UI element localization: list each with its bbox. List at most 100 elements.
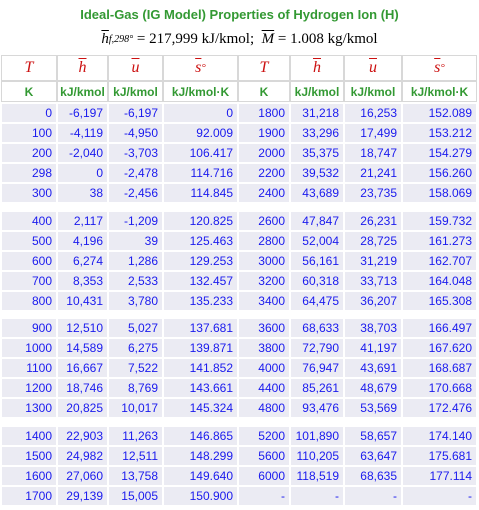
- symbol-header: s °: [402, 55, 477, 81]
- data-cell: 43,689: [290, 183, 344, 203]
- data-cell: 174.140: [402, 425, 477, 446]
- data-cell: 2400: [238, 183, 290, 203]
- data-cell: 4800: [238, 398, 290, 418]
- data-cell: 12,510: [57, 318, 108, 338]
- data-cell: -2,456: [108, 183, 163, 203]
- symbol-sup: °: [201, 62, 206, 74]
- data-cell: 15,005: [108, 485, 163, 506]
- data-cell: 177.114: [402, 465, 477, 486]
- data-cell: 5,027: [108, 318, 163, 338]
- data-cell: 63,647: [344, 445, 402, 466]
- symbol-header: h: [290, 55, 344, 81]
- data-cell: 1500: [1, 445, 57, 466]
- data-cell: -3,703: [108, 143, 163, 163]
- data-cell: 162.707: [402, 250, 477, 271]
- symbol-header: h: [57, 55, 108, 81]
- data-cell: 129.253: [163, 250, 238, 271]
- data-cell: 2,117: [57, 210, 108, 231]
- data-cell: 165.308: [402, 290, 477, 311]
- data-cell: 1000: [1, 338, 57, 358]
- data-cell: 31,218: [290, 103, 344, 123]
- data-cell: 0: [57, 163, 108, 183]
- symbol: h: [313, 59, 321, 76]
- data-cell: 2600: [238, 210, 290, 231]
- data-cell: 27,060: [57, 465, 108, 486]
- data-cell: -: [238, 485, 290, 506]
- data-cell: 92.009: [163, 123, 238, 143]
- data-cell: 800: [1, 290, 57, 311]
- data-cell: 11,263: [108, 425, 163, 446]
- data-cell: 114.845: [163, 183, 238, 203]
- data-cell: 1700: [1, 485, 57, 506]
- symbol: h: [78, 59, 87, 76]
- data-cell: 125.463: [163, 230, 238, 251]
- data-cell: 3,780: [108, 290, 163, 311]
- data-cell: 4000: [238, 358, 290, 378]
- data-cell: -6,197: [108, 103, 163, 123]
- data-cell: 28,725: [344, 230, 402, 251]
- data-cell: 21,241: [344, 163, 402, 183]
- data-cell: 114.716: [163, 163, 238, 183]
- symbol-header: u: [108, 55, 163, 81]
- data-cell: 39,532: [290, 163, 344, 183]
- data-cell: 72,790: [290, 338, 344, 358]
- data-cell: 4,196: [57, 230, 108, 251]
- data-cell: 2000: [238, 143, 290, 163]
- data-cell: 300: [1, 183, 57, 203]
- data-cell: 161.273: [402, 230, 477, 251]
- data-cell: 298: [1, 163, 57, 183]
- data-cell: 3200: [238, 270, 290, 291]
- data-cell: 60,318: [290, 270, 344, 291]
- data-cell: 139.871: [163, 338, 238, 358]
- unit-header: kJ/kmol: [108, 81, 163, 102]
- symbol-sup: °: [440, 62, 445, 74]
- data-cell: 600: [1, 250, 57, 271]
- data-cell: 2200: [238, 163, 290, 183]
- data-cell: 48,679: [344, 378, 402, 398]
- data-cell: 154.279: [402, 143, 477, 163]
- data-cell: 41,197: [344, 338, 402, 358]
- data-cell: -6,197: [57, 103, 108, 123]
- data-cell: 110,205: [290, 445, 344, 466]
- data-cell: 31,219: [344, 250, 402, 271]
- data-cell: 8,353: [57, 270, 108, 291]
- data-cell: 33,296: [290, 123, 344, 143]
- data-cell: 1800: [238, 103, 290, 123]
- unit-header: K: [1, 81, 57, 102]
- data-cell: 3000: [238, 250, 290, 271]
- data-cell: 24,982: [57, 445, 108, 466]
- formula-text: = 217,999 kJ/kmol;: [136, 30, 255, 47]
- data-cell: 20,825: [57, 398, 108, 418]
- data-cell: 100: [1, 123, 57, 143]
- data-cell: 35,375: [290, 143, 344, 163]
- data-cell: 58,657: [344, 425, 402, 446]
- data-cell: 12,511: [108, 445, 163, 466]
- data-cell: 2,533: [108, 270, 163, 291]
- data-cell: 1100: [1, 358, 57, 378]
- data-cell: -4,119: [57, 123, 108, 143]
- data-cell: 16,667: [57, 358, 108, 378]
- data-cell: 118,519: [290, 465, 344, 486]
- data-cell: 8,769: [108, 378, 163, 398]
- data-cell: 0: [1, 103, 57, 123]
- data-cell: 172.476: [402, 398, 477, 418]
- data-cell: 1,286: [108, 250, 163, 271]
- data-cell: 120.825: [163, 210, 238, 231]
- data-cell: -2,478: [108, 163, 163, 183]
- symbol-header: T: [238, 55, 290, 81]
- data-cell: 106.417: [163, 143, 238, 163]
- formula-sup: °: [129, 33, 134, 45]
- data-cell: 170.668: [402, 378, 477, 398]
- data-cell: -2,040: [57, 143, 108, 163]
- data-cell: 3800: [238, 338, 290, 358]
- data-cell: -: [290, 485, 344, 506]
- data-cell: 141.852: [163, 358, 238, 378]
- data-cell: 148.299: [163, 445, 238, 466]
- data-cell: 152.089: [402, 103, 477, 123]
- data-cell: 146.865: [163, 425, 238, 446]
- data-cell: -: [344, 485, 402, 506]
- data-cell: 101,890: [290, 425, 344, 446]
- data-cell: 150.900: [163, 485, 238, 506]
- symbol-header: T: [1, 55, 57, 81]
